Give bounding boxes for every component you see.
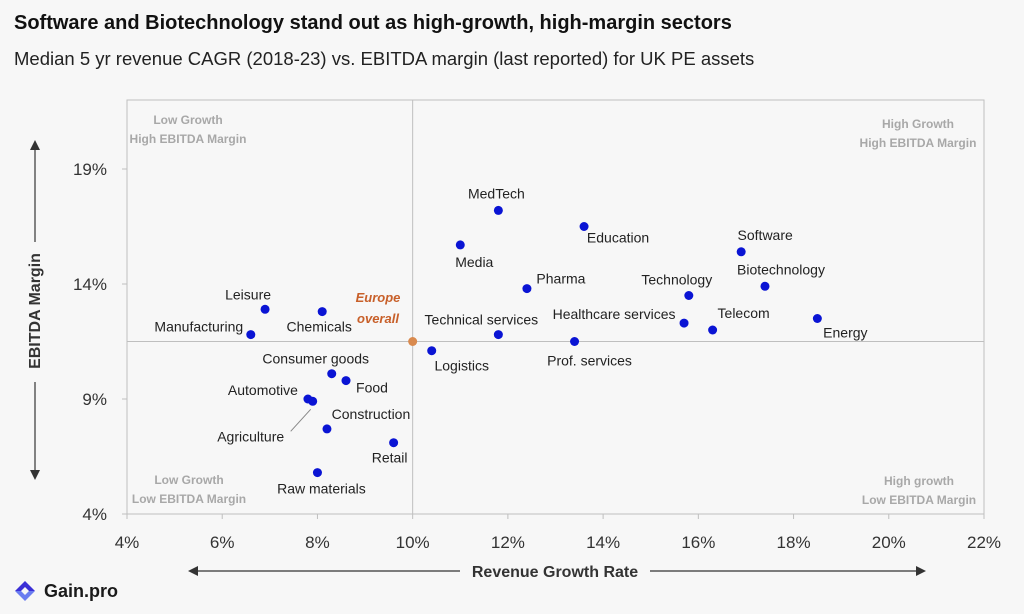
y-tick-label: 4%: [82, 505, 107, 524]
point-consumer-goods: [327, 369, 337, 379]
quadrant-label-top-left: High EBITDA Margin: [130, 132, 247, 146]
point-label-education: Education: [587, 230, 649, 246]
point-label-leisure: Leisure: [225, 286, 271, 302]
plot-frame: [126, 99, 985, 515]
point-manufacturing: [246, 330, 256, 340]
quadrant-label-bottom-right: Low EBITDA Margin: [862, 493, 976, 507]
y-arrow-down-head: [30, 470, 40, 480]
point-biotechnology: [760, 281, 770, 291]
point-telecom: [708, 325, 718, 335]
point-healthcare-services: [679, 318, 689, 328]
point-label-food: Food: [356, 380, 388, 396]
point-label-prof-services: Prof. services: [547, 353, 632, 369]
point-label-retail: Retail: [372, 450, 408, 466]
point-label-logistics: Logistics: [434, 358, 488, 374]
point-label-chemicals: Chemicals: [287, 319, 352, 335]
chart-title: Software and Biotechnology stand out as …: [14, 12, 732, 34]
reference-label: overall: [357, 311, 399, 326]
point-label-technology: Technology: [641, 272, 712, 288]
point-agriculture: [308, 396, 318, 406]
point-medtech: [493, 205, 503, 215]
point-label-agriculture: Agriculture: [217, 428, 284, 444]
point-leisure: [260, 304, 270, 314]
point-raw-materials: [312, 468, 322, 478]
y-tick-label: 9%: [82, 390, 107, 409]
x-tick-label: 12%: [491, 533, 525, 552]
point-pharma: [522, 284, 532, 294]
brand-logo: Gain.pro: [12, 578, 118, 604]
x-tick-label: 8%: [305, 533, 330, 552]
point-retail: [389, 438, 399, 448]
x-tick-label: 16%: [681, 533, 715, 552]
point-label-media: Media: [455, 254, 493, 270]
x-arrow-right-head: [916, 566, 926, 576]
x-tick-label: 14%: [586, 533, 620, 552]
agriculture-leader-line: [290, 408, 312, 432]
point-label-raw-materials: Raw materials: [277, 481, 366, 497]
quadrant-label-top-left: Low Growth: [153, 113, 222, 127]
brand-name: Gain.pro: [44, 580, 119, 601]
x-arrow-left-head: [188, 566, 198, 576]
point-label-construction: Construction: [332, 406, 411, 422]
gain-logo-icon: [15, 581, 35, 601]
point-label-consumer-goods: Consumer goods: [262, 351, 369, 367]
x-tick-label: 18%: [777, 533, 811, 552]
reference-label: Europe: [356, 290, 401, 305]
point-label-technical-services: Technical services: [425, 312, 539, 328]
point-label-biotechnology: Biotechnology: [737, 261, 825, 277]
point-label-pharma: Pharma: [536, 271, 585, 287]
point-construction: [322, 424, 332, 434]
point-food: [341, 376, 351, 386]
chart-subtitle: Median 5 yr revenue CAGR (2018-23) vs. E…: [14, 48, 755, 69]
x-tick-label: 4%: [115, 533, 140, 552]
point-software: [736, 247, 746, 257]
y-tick-label: 14%: [73, 275, 107, 294]
point-label-manufacturing: Manufacturing: [154, 319, 243, 335]
x-tick-label: 6%: [210, 533, 235, 552]
x-axis-label: Revenue Growth Rate: [472, 564, 638, 581]
point-label-medtech: MedTech: [468, 185, 525, 201]
y-tick-label: 19%: [73, 160, 107, 179]
point-education: [579, 222, 589, 231]
x-tick-label: 20%: [872, 533, 906, 552]
point-technology: [684, 291, 694, 300]
quadrant-label-bottom-left: Low Growth: [154, 473, 223, 487]
quadrant-label-top-right: High EBITDA Margin: [860, 136, 977, 150]
quadrant-label-top-right: High Growth: [882, 117, 954, 131]
point-chemicals: [317, 307, 327, 317]
point-energy: [812, 314, 822, 323]
x-tick-label: 22%: [967, 533, 1001, 552]
quadrant-label-bottom-left: Low EBITDA Margin: [132, 492, 246, 506]
y-arrow-up-head: [30, 140, 40, 150]
point-label-automotive: Automotive: [228, 382, 298, 398]
reference-point: [408, 337, 418, 346]
point-logistics: [427, 346, 437, 356]
point-technical-services: [493, 330, 503, 340]
point-prof-services: [570, 337, 580, 346]
point-media: [455, 240, 465, 250]
point-label-telecom: Telecom: [718, 305, 770, 321]
point-label-energy: Energy: [823, 325, 867, 341]
quadrant-label-bottom-right: High growth: [884, 474, 954, 488]
point-label-software: Software: [738, 227, 793, 243]
x-tick-label: 10%: [396, 533, 430, 552]
point-label-healthcare-services: Healthcare services: [553, 306, 676, 322]
y-axis-label: EBITDA Margin: [27, 253, 44, 369]
